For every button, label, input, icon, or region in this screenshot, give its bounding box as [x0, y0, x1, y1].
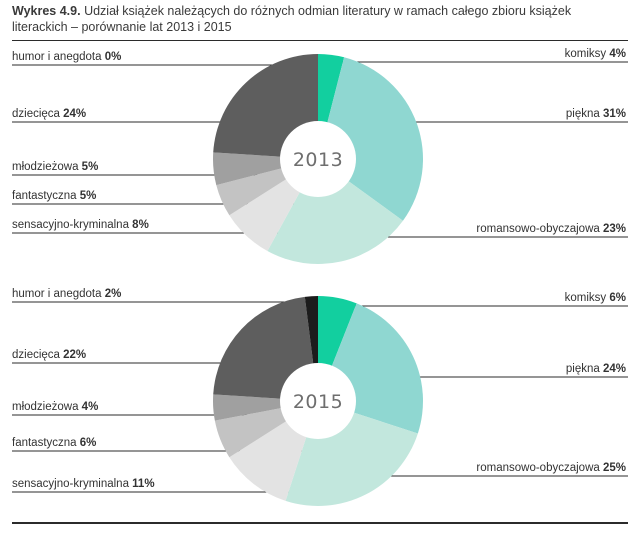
- chart-2013-label-dziecieca: dziecięca 24%: [12, 108, 86, 120]
- chart-2013-label-fantastyczna: fantastyczna 5%: [12, 190, 96, 202]
- chart-2013-label-humor-i-anegdota: humor i anegdota 0%: [12, 51, 121, 63]
- chart-2015-label-fantastyczna: fantastyczna 6%: [12, 437, 96, 449]
- chart-title: Wykres 4.9. Udział książek należących do…: [12, 3, 612, 35]
- chart-2013-center-year: 2013: [293, 149, 343, 171]
- chart-2015-label-piekna: piękna 24%: [566, 363, 626, 375]
- chart-2015-label-sensacyjno-kryminalna: sensacyjno-kryminalna 11%: [12, 478, 155, 490]
- chart-2015-label-mlodziezowa: młodzieżowa 4%: [12, 401, 98, 413]
- chart-2013-slice-piekna: [318, 57, 424, 221]
- chart-2013-label-sensacyjno-kryminalna: sensacyjno-kryminalna 8%: [12, 219, 149, 231]
- figure-title: Udział książek należących do różnych odm…: [12, 4, 572, 34]
- chart-2015-label-humor-i-anegdota: humor i anegdota 2%: [12, 288, 121, 300]
- figure-label: Wykres 4.9.: [12, 4, 81, 18]
- top-rule: [12, 40, 628, 42]
- bottom-rule: [12, 522, 628, 524]
- chart-2013-donut-hole: [280, 121, 356, 197]
- chart-2013-label-piekna: piękna 31%: [566, 108, 626, 120]
- chart-2015-label-dziecieca: dziecięca 22%: [12, 349, 86, 361]
- chart-2015-label-komiksy: komiksy 6%: [565, 292, 626, 304]
- chart-2013-slice-romansowo-obyczajowa: [267, 159, 403, 264]
- chart-2015-donut-hole: [280, 363, 356, 439]
- chart-2013-label-komiksy: komiksy 4%: [565, 48, 626, 60]
- chart-2013-label-mlodziezowa: młodzieżowa 5%: [12, 161, 98, 173]
- chart-2013-label-romansowo-obyczajowa: romansowo-obyczajowa 23%: [476, 223, 626, 235]
- chart-2015-center-year: 2015: [293, 391, 343, 413]
- chart-2015-label-romansowo-obyczajowa: romansowo-obyczajowa 25%: [476, 462, 626, 474]
